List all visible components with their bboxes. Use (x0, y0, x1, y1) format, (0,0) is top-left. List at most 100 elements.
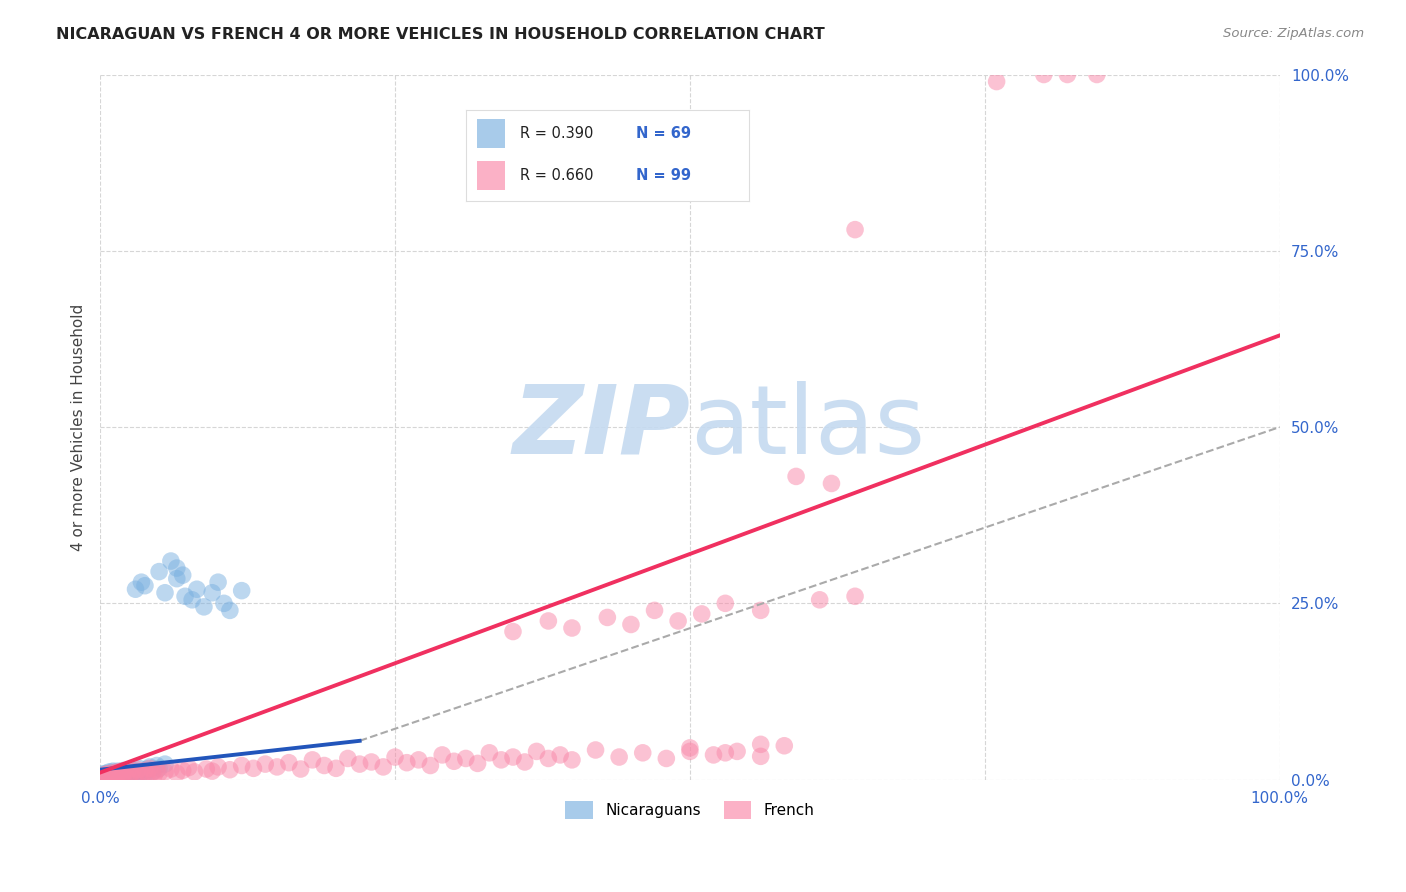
Point (201, 764, 224, 779)
Point (219, 603, 242, 617)
Point (644, 603, 666, 617)
Point (537, 614, 560, 628)
Point (148, 761, 170, 775)
Point (129, 766, 152, 780)
Point (108, 767, 131, 781)
Point (98, 771, 121, 785)
Point (141, 765, 163, 780)
Point (607, 750, 630, 764)
Point (142, 764, 165, 779)
Point (96, 767, 118, 781)
Point (679, 744, 702, 758)
Point (111, 767, 134, 781)
Point (773, 739, 796, 753)
Point (101, 767, 124, 781)
Point (166, 766, 188, 780)
Point (117, 764, 139, 778)
Point (454, 751, 477, 765)
Point (100, 769, 122, 783)
Point (108, 769, 131, 783)
Text: NICARAGUAN VS FRENCH 4 OR MORE VEHICLES IN HOUSEHOLD CORRELATION CHART: NICARAGUAN VS FRENCH 4 OR MORE VEHICLES … (56, 27, 825, 42)
Point (395, 756, 418, 770)
Text: ZIP: ZIP (512, 381, 690, 474)
Point (785, 469, 807, 483)
Point (94, 769, 117, 783)
Point (94, 767, 117, 781)
Point (97, 771, 120, 785)
Point (104, 771, 127, 785)
Point (94, 766, 117, 780)
Point (502, 750, 524, 764)
Point (548, 747, 571, 762)
Point (90, 771, 112, 785)
Point (93, 771, 115, 785)
Point (714, 596, 737, 610)
Point (183, 764, 205, 779)
Point (122, 764, 145, 779)
Point (596, 610, 619, 624)
Point (153, 586, 176, 600)
Point (122, 766, 145, 780)
Point (90, 771, 112, 785)
Point (112, 770, 135, 784)
Point (128, 761, 150, 775)
Point (136, 767, 159, 781)
Point (148, 565, 170, 579)
Point (97, 768, 120, 782)
Point (107, 764, 129, 779)
Point (131, 575, 153, 590)
Point (94, 770, 117, 784)
Point (160, 554, 183, 568)
Point (242, 761, 264, 775)
Point (166, 572, 188, 586)
Point (118, 768, 141, 782)
Point (186, 582, 208, 597)
Point (844, 589, 866, 603)
Point (103, 769, 125, 783)
Point (277, 756, 299, 770)
Point (101, 770, 124, 784)
Point (201, 586, 224, 600)
Point (134, 579, 156, 593)
Point (148, 766, 170, 780)
Point (120, 763, 142, 777)
Point (193, 599, 215, 614)
Point (666, 614, 689, 628)
Point (104, 767, 127, 781)
Point (1032, 68, 1054, 82)
Point (443, 754, 465, 768)
Point (103, 765, 125, 780)
Point (97, 769, 120, 783)
Point (112, 764, 135, 778)
Point (127, 763, 149, 777)
Point (526, 744, 548, 758)
Point (820, 476, 842, 491)
Point (478, 746, 501, 760)
Point (94, 771, 117, 785)
Point (91, 767, 114, 781)
Point (93, 770, 115, 784)
Point (749, 603, 772, 617)
Point (127, 767, 149, 781)
Point (219, 763, 242, 777)
Text: atlas: atlas (690, 381, 925, 474)
Point (107, 768, 129, 782)
Point (172, 568, 194, 582)
Point (360, 755, 382, 769)
Point (100, 766, 122, 780)
Point (254, 757, 277, 772)
Point (104, 767, 127, 781)
Point (101, 770, 124, 784)
Point (561, 621, 583, 635)
Point (98, 767, 121, 781)
Point (231, 583, 253, 598)
Point (145, 764, 167, 778)
Point (207, 575, 229, 590)
Point (336, 751, 359, 765)
Point (138, 760, 160, 774)
Point (143, 767, 166, 781)
Point (134, 764, 156, 779)
Point (373, 760, 395, 774)
Point (153, 757, 176, 772)
Point (110, 765, 132, 780)
